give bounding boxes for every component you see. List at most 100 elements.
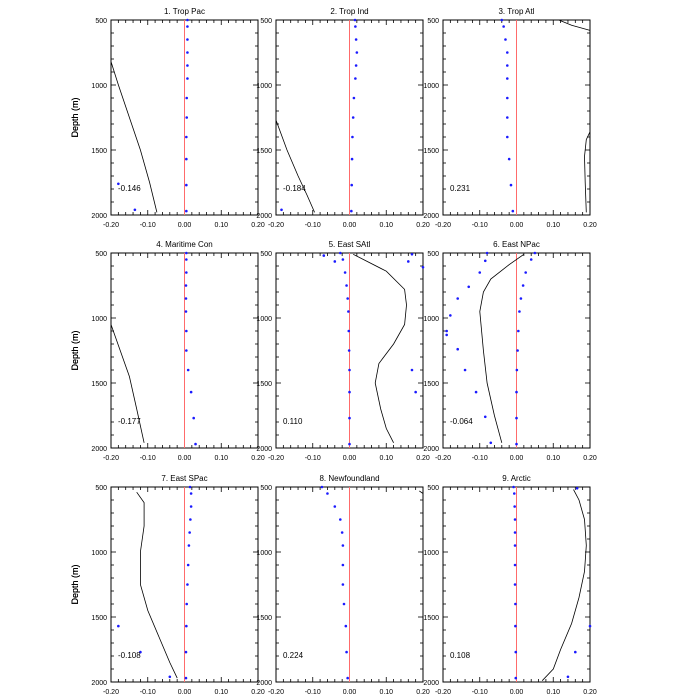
y-axis-label: Depth (m)	[70, 330, 80, 370]
data-point	[280, 208, 283, 212]
y-axis-label: Depth (m)	[70, 564, 80, 604]
data-point	[186, 25, 189, 28]
data-point	[185, 329, 188, 333]
data-point	[474, 390, 478, 394]
data-point	[574, 650, 577, 654]
data-point	[514, 650, 518, 654]
data-point	[185, 258, 188, 261]
data-point	[445, 329, 448, 333]
y-tick-label: 2000	[423, 446, 439, 453]
data-point	[575, 487, 579, 490]
x-tick-label: 0.10	[214, 689, 228, 696]
y-tick-label: 500	[95, 18, 107, 25]
data-point	[456, 347, 460, 351]
data-point	[588, 624, 592, 628]
data-point	[346, 676, 349, 680]
data-point	[515, 416, 518, 420]
data-point	[341, 544, 345, 547]
data-point	[513, 505, 516, 508]
x-tick-label: 0.20	[583, 689, 597, 696]
data-point	[504, 38, 507, 41]
data-point	[344, 624, 348, 628]
x-tick-label: 0.20	[583, 455, 597, 462]
data-point	[185, 157, 188, 161]
data-point	[350, 183, 354, 187]
x-tick-label: -0.10	[305, 689, 321, 696]
y-tick-label: 1000	[91, 550, 107, 557]
y-tick-label: 2000	[91, 680, 107, 687]
data-point	[512, 485, 515, 489]
data-point	[506, 51, 509, 54]
data-point	[350, 209, 353, 213]
data-point	[351, 135, 354, 139]
panel-title: 5. East SAtl	[329, 240, 371, 249]
x-tick-label: 0.00	[343, 689, 357, 696]
data-point	[341, 583, 345, 586]
data-point	[194, 442, 197, 446]
x-tick-label: 0.20	[416, 689, 430, 696]
x-tick-label: 0.00	[510, 455, 524, 462]
panel-annotation: 0.224	[283, 651, 304, 660]
data-point	[347, 310, 350, 313]
data-point	[185, 209, 188, 213]
x-tick-label: 0.00	[178, 455, 192, 462]
data-point	[187, 544, 191, 547]
data-point	[185, 349, 188, 352]
profile-curve	[558, 19, 591, 31]
data-point	[514, 602, 517, 606]
y-tick-label: 1500	[256, 615, 272, 622]
data-point	[506, 64, 509, 67]
panel-9: -0.20 -0.10 0.00 0.10 0.20 500 1000 1500 2000 9. …	[70, 474, 597, 696]
data-point	[346, 297, 349, 300]
data-point	[189, 518, 192, 521]
data-point	[186, 583, 189, 586]
y-tick-label: 1000	[256, 83, 272, 90]
x-tick-label: 0.20	[251, 455, 265, 462]
data-point	[185, 602, 189, 606]
data-point	[184, 297, 188, 300]
panel-title: 4. Maritime Con	[156, 240, 212, 249]
data-point	[184, 650, 188, 654]
x-tick-label: 0.10	[546, 455, 560, 462]
data-point	[414, 390, 417, 394]
data-point	[185, 135, 188, 139]
data-point	[467, 285, 471, 289]
data-point	[514, 676, 518, 680]
data-point	[512, 492, 516, 495]
data-point	[407, 260, 410, 263]
panel-7: -0.20 -0.10 0.00 0.10 0.20 500 1000 1500 2000 7. …	[70, 474, 265, 696]
x-tick-label: 0.10	[546, 222, 560, 229]
data-point	[513, 544, 517, 547]
x-tick-label: -0.10	[472, 222, 488, 229]
data-point	[410, 368, 414, 372]
panel-annotation: -0.184	[283, 184, 306, 193]
y-tick-label: 500	[427, 18, 439, 25]
data-point	[348, 368, 351, 372]
data-point	[514, 624, 517, 628]
data-point	[519, 297, 523, 300]
y-tick-label: 1000	[91, 83, 107, 90]
profile-curve	[136, 491, 178, 679]
y-tick-label: 1500	[91, 148, 107, 155]
y-axis-label: Depth (m)	[70, 564, 80, 604]
data-point	[513, 518, 517, 521]
y-tick-label: 1000	[423, 83, 439, 90]
x-tick-label: 0.10	[546, 689, 560, 696]
data-point	[185, 271, 188, 274]
panel-title: 9. Arctic	[502, 474, 530, 483]
data-point	[456, 297, 460, 300]
data-point	[339, 251, 342, 255]
y-tick-label: 2000	[423, 213, 439, 220]
y-tick-label: 2000	[91, 446, 107, 453]
y-axis-label: Depth (m)	[70, 97, 80, 137]
y-tick-label: 1000	[423, 550, 439, 557]
data-point	[185, 183, 188, 187]
x-tick-label: 0.00	[343, 455, 357, 462]
data-point	[524, 271, 527, 274]
data-point	[515, 390, 518, 394]
panel-annotation: 0.110	[283, 417, 303, 426]
data-point	[343, 271, 347, 274]
data-point	[186, 51, 189, 54]
profile-curve	[479, 253, 525, 443]
panel-title: 7. East SPac	[161, 474, 207, 483]
